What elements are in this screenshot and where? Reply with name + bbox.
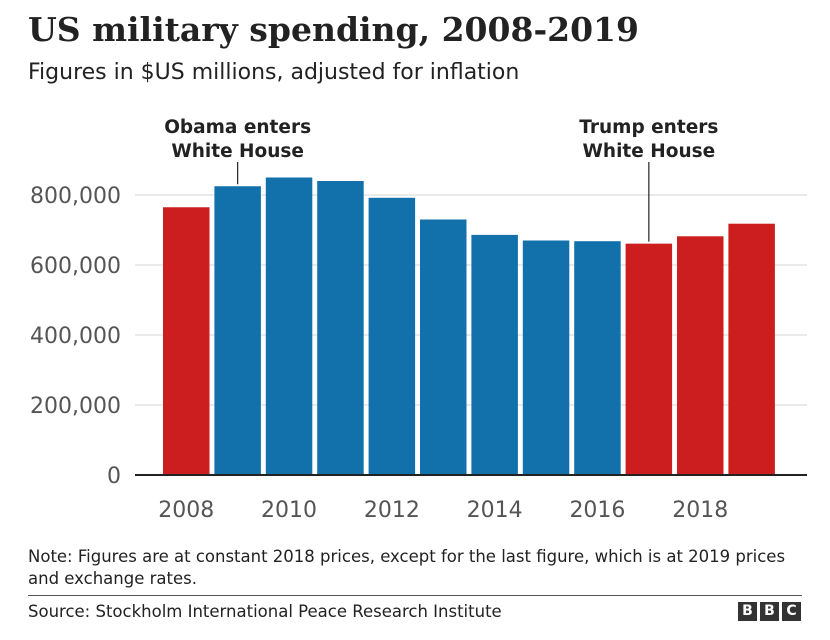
x-tick-label: 2012 [364, 498, 420, 523]
chart-note: Note: Figures are at constant 2018 price… [28, 547, 786, 588]
bar-2008 [163, 207, 210, 475]
bbc-logo: B B C [738, 602, 801, 621]
x-tick-label: 2018 [672, 498, 728, 523]
bar-2009 [214, 186, 261, 475]
x-tick-label: 2010 [261, 498, 317, 523]
bar-2014 [471, 234, 518, 475]
bar-2011 [317, 181, 364, 475]
annotation-label: White House [583, 141, 716, 162]
bar-2013 [420, 219, 467, 475]
y-tick-label: 600,000 [30, 254, 121, 279]
footer-divider [28, 595, 802, 596]
bbc-logo-letter-3: C [782, 602, 801, 621]
x-tick-label: 2016 [569, 498, 625, 523]
x-tick-label: 2014 [467, 498, 523, 523]
annotation-label: White House [171, 141, 304, 162]
x-tick-label: 2008 [158, 498, 214, 523]
bar-2019 [728, 223, 775, 475]
chart-subtitle: Figures in $US millions, adjusted for in… [28, 60, 520, 85]
bar-chart: 0 200,000 400,000 600,000 800,000 2008 2010 201… [30, 117, 807, 523]
chart-title: US military spending, 2008-2019 [28, 10, 639, 49]
y-tick-label: 0 [107, 464, 121, 489]
bar-2012 [368, 197, 416, 476]
bar-2017 [625, 243, 673, 475]
bar-2016 [574, 241, 621, 475]
y-tick-label: 200,000 [30, 394, 121, 419]
bbc-logo-letter-1: B [738, 602, 757, 621]
bar-2018 [677, 236, 724, 475]
annotation-label: Obama enters [164, 117, 311, 138]
bar-2010 [265, 177, 313, 475]
y-tick-label: 400,000 [30, 324, 121, 349]
source-text: Source: Stockholm International Peace Re… [28, 602, 502, 621]
y-tick-label: 800,000 [30, 184, 121, 209]
bbc-logo-letter-2: B [760, 602, 779, 621]
annotation: Trump enters White House [579, 117, 718, 242]
annotation: Obama enters White House [164, 117, 311, 185]
annotation-label: Trump enters [579, 117, 718, 138]
bar-2015 [522, 240, 570, 475]
